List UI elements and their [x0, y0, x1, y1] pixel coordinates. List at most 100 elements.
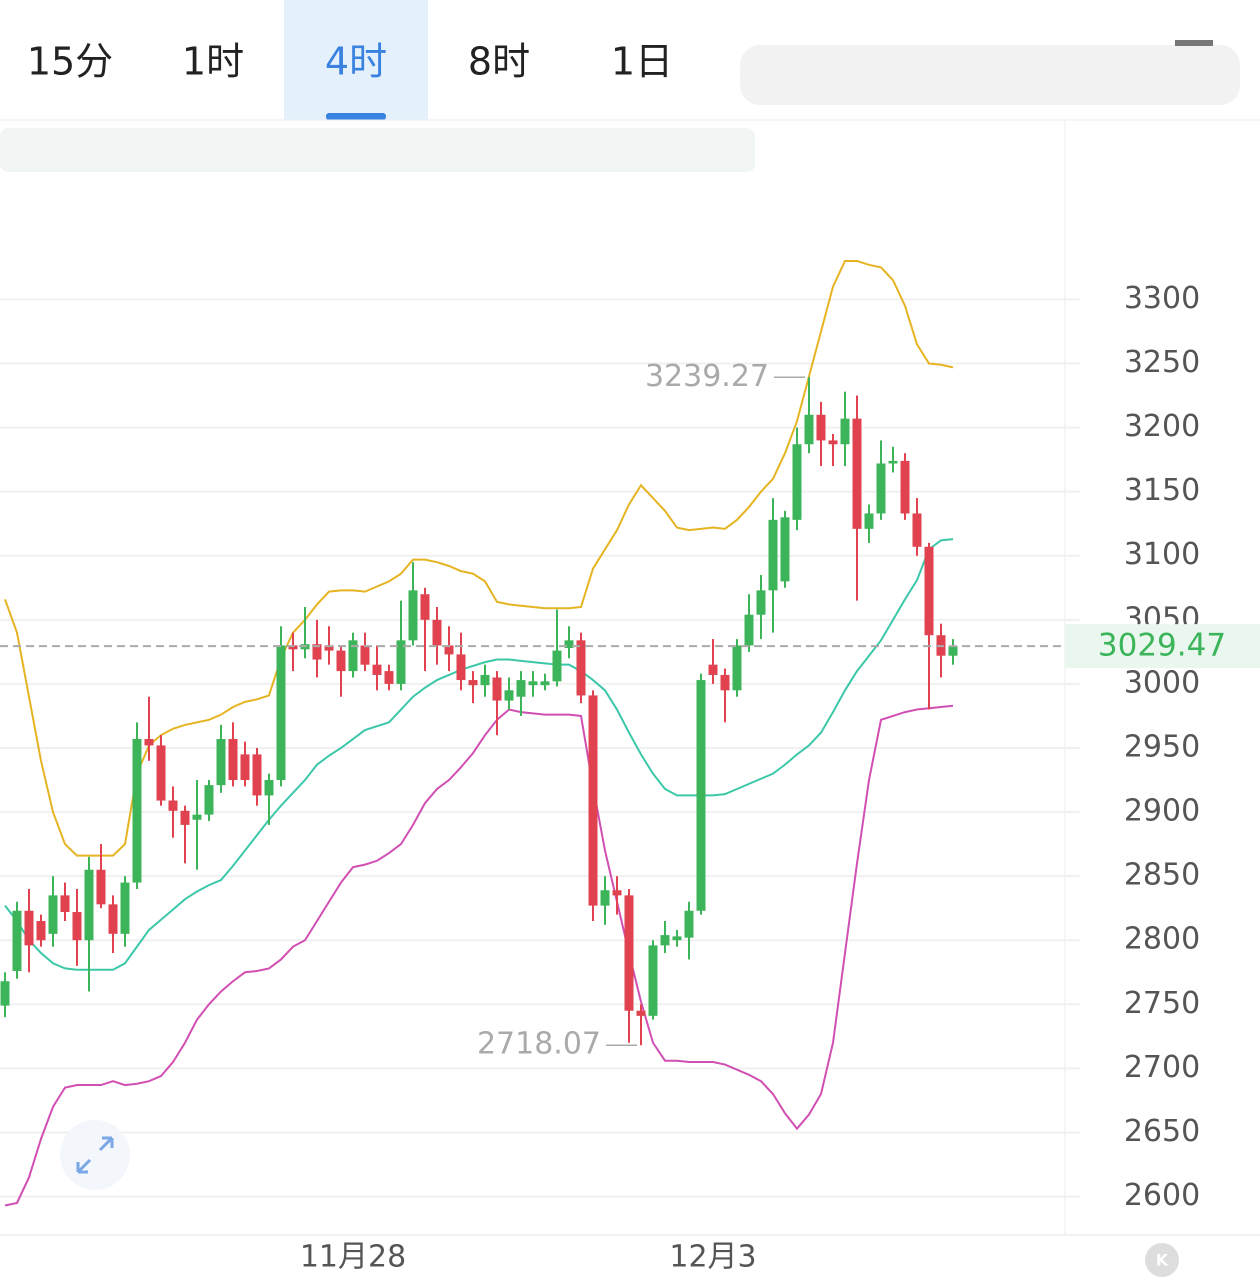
candle-body: [792, 444, 802, 520]
tab-highlight: [284, 0, 428, 120]
candle-body: [348, 640, 358, 672]
candle-body: [852, 418, 862, 529]
candle-body: [240, 754, 250, 781]
candle-body: [12, 910, 22, 971]
candle-body: [756, 590, 766, 615]
candle-body: [540, 681, 550, 686]
expand-button[interactable]: [60, 1120, 130, 1190]
candle-body: [0, 981, 10, 1006]
candle-body: [312, 644, 322, 660]
y-tick-label: 3150: [1124, 473, 1200, 508]
candle-body: [948, 646, 958, 656]
candle-body: [588, 695, 598, 906]
y-tick-label: 3200: [1124, 409, 1200, 444]
candle-body: [888, 460, 898, 464]
candle-body: [804, 414, 814, 445]
candle-body: [672, 936, 682, 941]
candle-body: [780, 517, 790, 582]
candle-body: [396, 640, 406, 684]
candle-body: [204, 785, 214, 815]
candle-body: [36, 921, 46, 941]
candle-body: [720, 674, 730, 691]
tab-indicator: [326, 113, 386, 120]
candle-body: [492, 677, 502, 701]
candle-body: [480, 674, 490, 686]
y-tick-label: 2700: [1124, 1050, 1200, 1085]
y-tick-label: 3300: [1124, 281, 1200, 316]
candle-body: [564, 640, 574, 649]
redacted: [0, 128, 755, 172]
candle-body: [84, 869, 94, 941]
candle-body: [252, 754, 262, 796]
candle-body: [228, 739, 238, 781]
candle-body: [180, 810, 190, 825]
y-tick-label: 2800: [1124, 922, 1200, 957]
candle-body: [708, 664, 718, 675]
candle-body: [648, 945, 658, 1016]
tab[interactable]: 1时: [182, 40, 244, 84]
tab[interactable]: 4时: [325, 40, 387, 84]
candle-body: [696, 680, 706, 911]
candle-body: [336, 650, 346, 672]
candle-body: [48, 895, 58, 934]
y-tick-label: 3250: [1124, 345, 1200, 380]
extreme-label: 2718.07: [477, 1027, 601, 1062]
candle-body: [288, 645, 298, 650]
candle-body: [360, 645, 370, 665]
candle-body: [456, 654, 466, 681]
candle-body: [924, 546, 934, 636]
candle-body: [900, 460, 910, 514]
candle-body: [420, 594, 430, 620]
candle-body: [660, 935, 670, 946]
candle-body: [840, 418, 850, 445]
redacted: [740, 45, 1240, 105]
candle-body: [156, 745, 166, 801]
candle-body: [744, 614, 754, 646]
y-tick-label: 2600: [1124, 1178, 1200, 1213]
candle-body: [276, 645, 286, 781]
expand-icon: [76, 1136, 114, 1174]
y-tick-label: 2750: [1124, 986, 1200, 1021]
candle-body: [372, 664, 382, 675]
candle-body: [828, 440, 838, 445]
k-icon: K: [1156, 1251, 1169, 1270]
candle-body: [552, 650, 562, 682]
candle-body: [408, 590, 418, 641]
band-line: [4, 704, 954, 1207]
tab[interactable]: 15分: [27, 40, 113, 84]
menu-icon: [1175, 40, 1213, 46]
candle-body: [216, 739, 226, 786]
candle-body: [264, 780, 274, 796]
candle-body: [96, 869, 106, 905]
band-line: [4, 259, 954, 857]
candle-body: [108, 904, 118, 934]
candle-body: [384, 671, 394, 684]
y-tick-label: 3100: [1124, 537, 1200, 572]
candle-body: [168, 800, 178, 811]
band-line: [4, 538, 954, 971]
candle-body: [120, 882, 130, 934]
tab[interactable]: 1日: [611, 40, 673, 84]
candle-body: [624, 895, 634, 1011]
candle-body: [324, 645, 334, 651]
candle-body: [24, 910, 34, 946]
candle-body: [504, 690, 514, 701]
candle-body: [432, 619, 442, 646]
candle-body: [132, 739, 142, 883]
tab-bar: 15分 1时 4时 8时 1日: [27, 0, 673, 120]
candle-body: [636, 1010, 646, 1016]
candle-body: [576, 640, 586, 696]
candle-body: [600, 890, 610, 906]
y-tick-label: 2900: [1124, 794, 1200, 829]
candle-body: [768, 519, 778, 591]
candle-body: [732, 645, 742, 691]
candle-body: [912, 513, 922, 547]
y-tick-label: 2650: [1124, 1114, 1200, 1149]
k-button[interactable]: [1145, 1243, 1179, 1277]
candle-body: [684, 910, 694, 938]
x-tick-label: 12月3: [669, 1240, 756, 1275]
candle-body: [528, 681, 538, 686]
candle-body: [816, 414, 826, 441]
tab[interactable]: 8时: [468, 40, 530, 84]
